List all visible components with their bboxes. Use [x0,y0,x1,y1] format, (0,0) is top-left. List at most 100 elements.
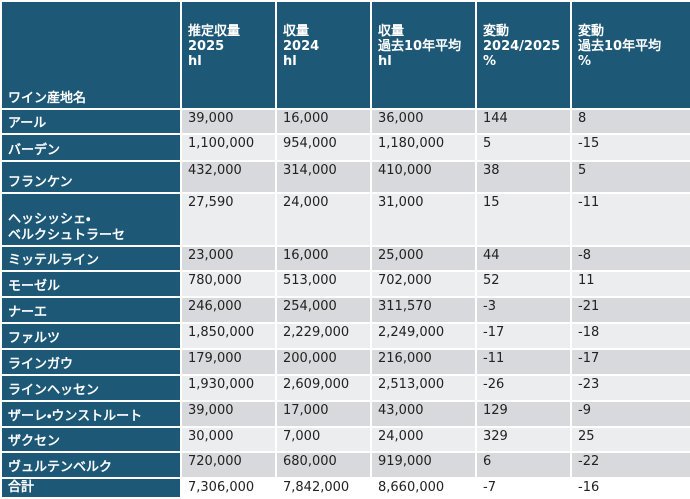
cell: 25,000 [370,245,477,272]
region-name: バーデン [0,133,182,162]
cell: -15 [570,133,690,162]
cell: 410,000 [370,160,477,194]
table-row: ヘッシッシェ・ ベルクシュトラーセ 27,590 24,000 31,000 15 -11 [0,192,690,247]
cell: 11 [570,270,690,298]
cell: 39,000 [180,108,277,135]
cell: 144 [475,108,572,135]
cell: -23 [570,374,690,402]
region-name: ヴュルテンベルク [0,451,182,479]
cell: 27,590 [180,192,277,247]
table-row: ファルツ 1,850,000 2,229,000 2,249,000 -17 -18 [0,322,690,350]
cell: 8,660,000 [370,477,477,499]
cell: 2,609,000 [275,374,372,402]
cell: 311,570 [370,296,477,324]
cell: 24,000 [275,192,372,247]
cell: 954,000 [275,133,372,162]
cell: -17 [570,348,690,376]
cell: 1,930,000 [180,374,277,402]
cell: -18 [570,322,690,350]
table-row: ラインヘッセン 1,930,000 2,609,000 2,513,000 -26 -23 [0,374,690,402]
cell: 1,180,000 [370,133,477,162]
cell: 8 [570,108,690,135]
cell: 52 [475,270,572,298]
cell: 129 [475,400,572,428]
cell: -3 [475,296,572,324]
region-name: ラインヘッセン [0,374,182,402]
cell: 5 [570,160,690,194]
header-row: ワイン産地名 推定収量 2025 hl 収量 2024 hl 収量 過去10年平均 h… [0,0,690,110]
column-header: 推定収量 2025 hl [180,0,277,110]
region-name: モーゼル [0,270,182,298]
table-row: ミッテルライン 23,000 16,000 25,000 44 -8 [0,245,690,272]
region-name: フランケン [0,160,182,194]
cell: 200,000 [275,348,372,376]
cell: -9 [570,400,690,428]
region-name: 合計 [0,477,182,499]
cell: 7,306,000 [180,477,277,499]
cell: 680,000 [275,451,372,479]
region-name: ヘッシッシェ・ ベルクシュトラーセ [0,192,182,247]
column-header: ワイン産地名 [0,0,182,110]
cell: 254,000 [275,296,372,324]
cell: 16,000 [275,245,372,272]
cell: -7 [475,477,572,499]
cell: 702,000 [370,270,477,298]
column-header: 収量 2024 hl [275,0,372,110]
region-name: ザーレ・ウンストルート [0,400,182,428]
cell: 6 [475,451,572,479]
cell: -16 [570,477,690,499]
table-row: モーゼル 780,000 513,000 702,000 52 11 [0,270,690,298]
cell: 17,000 [275,400,372,428]
cell: -11 [475,348,572,376]
cell: 38 [475,160,572,194]
cell: -21 [570,296,690,324]
cell: 7,842,000 [275,477,372,499]
cell: 432,000 [180,160,277,194]
table-row: ナーエ 246,000 254,000 311,570 -3 -21 [0,296,690,324]
region-name: アール [0,108,182,135]
cell: 44 [475,245,572,272]
cell: 2,513,000 [370,374,477,402]
cell: 1,850,000 [180,322,277,350]
cell: 919,000 [370,451,477,479]
cell: 36,000 [370,108,477,135]
column-header: 収量 過去10年平均 hl [370,0,477,110]
region-name: ファルツ [0,322,182,350]
cell: 329 [475,426,572,453]
table-row: 合計 7,306,000 7,842,000 8,660,000 -7 -16 [0,477,690,499]
cell: 39,000 [180,400,277,428]
cell: 30,000 [180,426,277,453]
table-row: バーデン 1,100,000 954,000 1,180,000 5 -15 [0,133,690,162]
cell: 216,000 [370,348,477,376]
cell: -8 [570,245,690,272]
table-row: ザクセン 30,000 7,000 24,000 329 25 [0,426,690,453]
column-header: 変動 2024/2025 % [475,0,572,110]
cell: 43,000 [370,400,477,428]
cell: -26 [475,374,572,402]
cell: 780,000 [180,270,277,298]
column-header: 変動 過去10年平均 % [570,0,690,110]
region-name: ザクセン [0,426,182,453]
cell: 513,000 [275,270,372,298]
table-row: ヴュルテンベルク 720,000 680,000 919,000 6 -22 [0,451,690,479]
region-name: ミッテルライン [0,245,182,272]
cell: 7,000 [275,426,372,453]
cell: 1,100,000 [180,133,277,162]
table-row: ザーレ・ウンストルート 39,000 17,000 43,000 129 -9 [0,400,690,428]
cell: 24,000 [370,426,477,453]
cell: 31,000 [370,192,477,247]
cell: 720,000 [180,451,277,479]
cell: 246,000 [180,296,277,324]
cell: 15 [475,192,572,247]
cell: 2,249,000 [370,322,477,350]
cell: 25 [570,426,690,453]
cell: -11 [570,192,690,247]
cell: -22 [570,451,690,479]
table-row: ラインガウ 179,000 200,000 216,000 -11 -17 [0,348,690,376]
table-row: フランケン 432,000 314,000 410,000 38 5 [0,160,690,194]
cell: 16,000 [275,108,372,135]
cell: -17 [475,322,572,350]
region-name: ナーエ [0,296,182,324]
